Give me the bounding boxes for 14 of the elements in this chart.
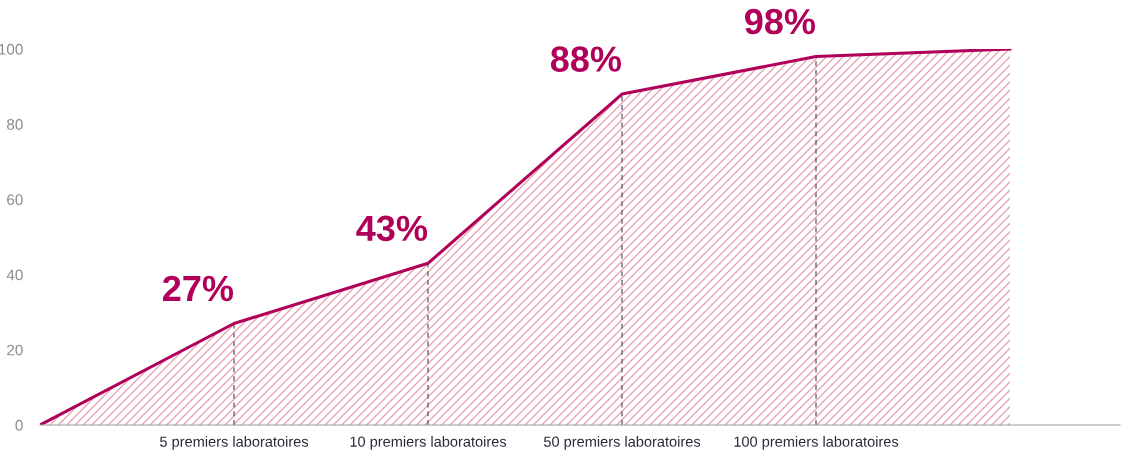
x-tick-label: 100 premiers laboratoires	[734, 436, 899, 450]
y-tick-label: 100	[0, 43, 23, 55]
y-tick-label: 20	[7, 344, 23, 356]
y-tick-label: 80	[7, 119, 23, 130]
y-tick-label: 40	[6, 269, 23, 281]
data-label: 88%	[550, 46, 622, 72]
y-tick-label: 60	[7, 194, 23, 206]
data-label: 98%	[744, 8, 816, 35]
x-tick-label: 5 premiers laboratoires	[160, 436, 309, 450]
data-label: 43%	[356, 215, 428, 242]
y-tick-label: 0	[15, 419, 23, 431]
x-tick-label: 50 premiers laboratoires	[543, 436, 701, 450]
data-label: 27%	[162, 275, 234, 302]
x-tick-label: 10 premiers laboratoires	[350, 436, 507, 450]
